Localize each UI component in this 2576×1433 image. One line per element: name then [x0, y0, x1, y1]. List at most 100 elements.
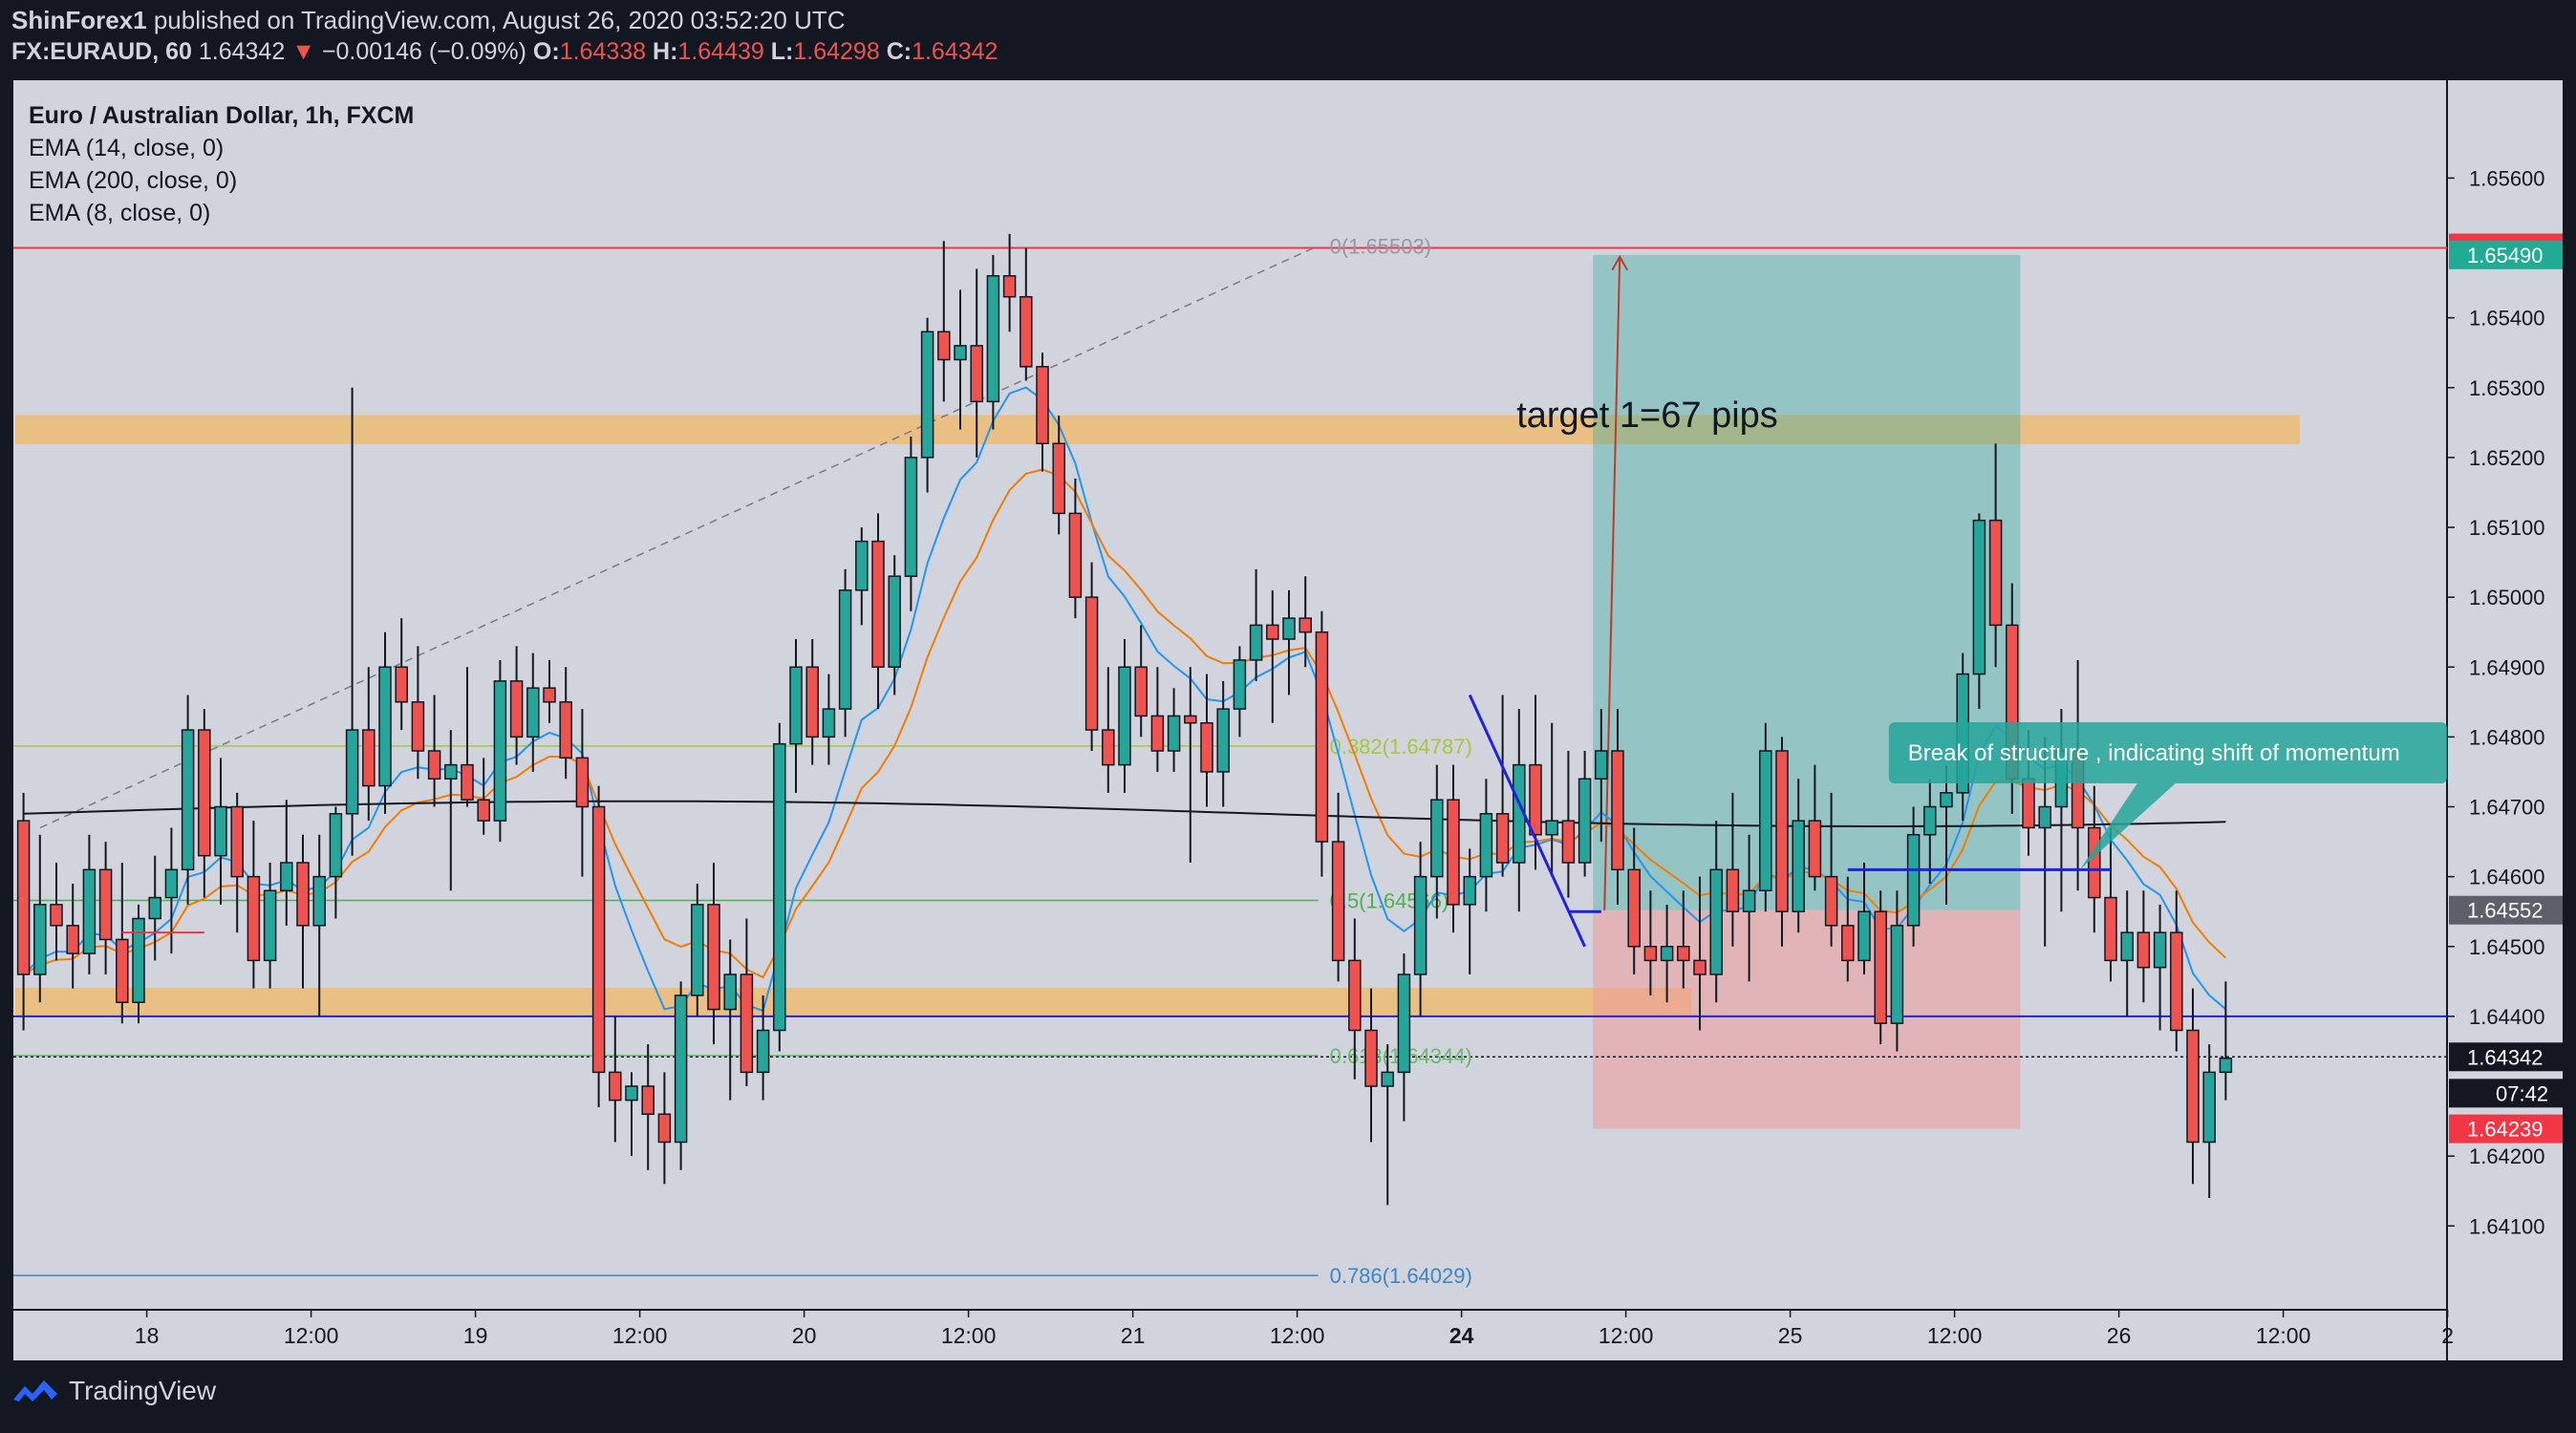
- chart-legend: Euro / Australian Dollar, 1h, FXCM EMA (…: [29, 99, 414, 229]
- candle-body: [1759, 750, 1772, 891]
- tradingview-brand: TradingView: [69, 1376, 217, 1405]
- candle-body: [2088, 826, 2101, 899]
- header-bar: ShinForex1 published on TradingView.com,…: [0, 0, 2576, 80]
- candle-body: [559, 701, 572, 759]
- candle-body: [2104, 896, 2117, 962]
- x-axis-labels: 18 12:00 19 12:00 20 12:00 21 12:00 24 12:00 25 12:…: [135, 1310, 2454, 1348]
- candle-body: [148, 896, 161, 920]
- candle-body: [1266, 624, 1279, 640]
- candle-body: [1348, 959, 1362, 1032]
- candle-body: [1775, 750, 1789, 912]
- candle-body: [230, 805, 244, 878]
- candle-body: [1874, 910, 1887, 1024]
- candle-body: [954, 345, 967, 361]
- legend-ema8[interactable]: EMA (8, close, 0): [29, 200, 211, 226]
- candle-body: [2022, 778, 2035, 829]
- tradingview-logo[interactable]: TradingView: [11, 1376, 216, 1406]
- callout-pointer: [2079, 783, 2176, 870]
- y-tick-label: 1.64100: [2469, 1214, 2545, 1238]
- fib-label: 0.786(1.64029): [1330, 1264, 1472, 1288]
- candle-body: [707, 904, 720, 1011]
- x-tick-label: 12:00: [1927, 1323, 1983, 1348]
- candle-body: [1693, 959, 1707, 975]
- y-axis-labels: 1.65600 1.65400 1.65300 1.65200 1.65100 1.650…: [2447, 166, 2545, 1238]
- candle-body: [2219, 1058, 2233, 1074]
- price-badge: [2449, 1042, 2563, 1072]
- profit-zone[interactable]: [1593, 254, 2021, 910]
- candle-body: [477, 799, 490, 822]
- candle-body: [1841, 925, 1855, 962]
- candle-body: [1906, 834, 1921, 927]
- x-tick-label: 19: [463, 1323, 488, 1348]
- candle-body: [444, 763, 458, 780]
- candle-body: [1167, 715, 1181, 752]
- symbol-label[interactable]: FX:EURAUD, 60: [11, 38, 192, 65]
- candle-body: [1742, 889, 1756, 912]
- resistance-zone[interactable]: [15, 415, 2300, 444]
- trendline[interactable]: [1468, 694, 1586, 948]
- chart-area[interactable]: target 1=67 pips 0(1.65503) 0.382(1.64787…: [11, 80, 2563, 1360]
- candle-body: [509, 680, 524, 738]
- candle-body: [1808, 820, 1822, 878]
- x-tick-label: 18: [135, 1323, 160, 1348]
- support-zone[interactable]: [15, 987, 1692, 1017]
- y-tick-label: 1.65400: [2469, 307, 2545, 331]
- time-axis[interactable]: [13, 1310, 2447, 1360]
- publish-line: ShinForex1 published on TradingView.com,…: [11, 6, 846, 35]
- candle-body: [1792, 820, 1805, 912]
- candle-body: [1643, 946, 1658, 962]
- candle-body: [641, 1085, 655, 1115]
- candle-body: [16, 820, 31, 975]
- y-tick-label: 1.65000: [2469, 586, 2545, 610]
- plot-background[interactable]: [13, 80, 2447, 1310]
- candle-body: [1233, 659, 1247, 710]
- candle-body: [1595, 750, 1608, 780]
- x-tick-label: 2: [2441, 1323, 2454, 1348]
- candle-body: [1726, 868, 1740, 912]
- candle-body: [1299, 617, 1312, 633]
- price-badge: [2449, 240, 2563, 269]
- drawings-layer[interactable]: Break of structure , indicating shift of…: [121, 694, 2447, 948]
- candle-body: [427, 750, 441, 780]
- loss-zone[interactable]: [1593, 909, 2021, 1129]
- fib-label: 0.382(1.64787): [1330, 735, 1472, 759]
- x-tick-label: 12:00: [1599, 1323, 1654, 1348]
- tradingview-logo-icon: [13, 1380, 57, 1401]
- price-badge-label: 1.64239: [2467, 1118, 2544, 1142]
- x-tick-label: 25: [1778, 1323, 1803, 1348]
- candle-body: [411, 701, 425, 752]
- price-badge: [2449, 1079, 2563, 1108]
- target-label: target 1=67 pips: [1516, 396, 1778, 436]
- legend-ema14[interactable]: EMA (14, close, 0): [29, 135, 225, 161]
- price-axis[interactable]: [2447, 80, 2563, 1360]
- candle-body: [805, 666, 819, 738]
- candle-body: [2153, 931, 2167, 969]
- candle-body: [1381, 1071, 1394, 1087]
- y-tick-label: 1.65100: [2469, 516, 2545, 540]
- high-value: 1.64439: [677, 38, 764, 65]
- callout-box[interactable]: [1888, 722, 2447, 783]
- x-tick-label: 24: [1449, 1323, 1474, 1348]
- candle-body: [1447, 799, 1460, 906]
- y-tick-label: 1.64200: [2469, 1144, 2545, 1168]
- candle-body: [1200, 722, 1213, 773]
- y-tick-label: 1.64500: [2469, 935, 2545, 959]
- candle-body: [1397, 973, 1411, 1074]
- legend-title[interactable]: Euro / Australian Dollar, 1h, FXCM: [29, 102, 415, 129]
- candlestick-chart[interactable]: target 1=67 pips 0(1.65503) 0.382(1.64787…: [11, 80, 2563, 1360]
- low-value: 1.64298: [793, 38, 880, 65]
- candle-body: [1249, 624, 1263, 661]
- candle-body: [1529, 763, 1542, 836]
- author-name[interactable]: ShinForex1: [11, 6, 147, 34]
- candle-body: [1068, 512, 1083, 598]
- candle-body: [674, 995, 688, 1144]
- candle-body: [526, 687, 540, 738]
- candle-body: [1118, 666, 1131, 766]
- y-tick-label: 1.65600: [2469, 166, 2545, 190]
- ema14-line: [23, 468, 2227, 979]
- candle-body: [345, 729, 359, 815]
- candle-body: [904, 457, 918, 577]
- x-tick-label: 12:00: [612, 1323, 668, 1348]
- candle-body: [1890, 925, 1904, 1024]
- legend-ema200[interactable]: EMA (200, close, 0): [29, 167, 238, 194]
